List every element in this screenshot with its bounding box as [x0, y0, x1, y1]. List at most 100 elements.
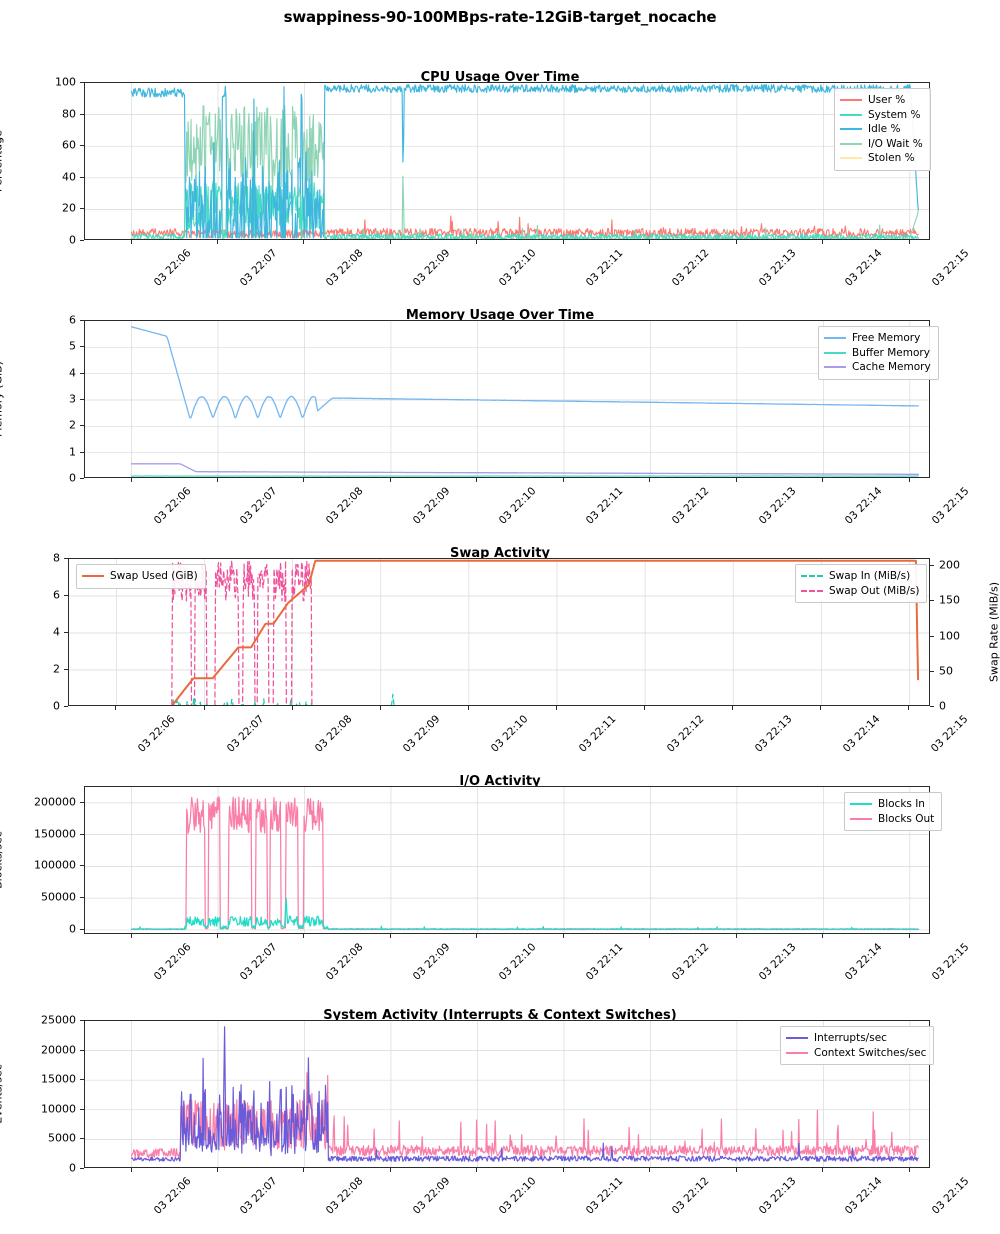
x-tick-mark: [822, 240, 824, 244]
x-tick-mark: [562, 240, 564, 244]
y-tick-mark: [80, 82, 84, 83]
legend-entry[interactable]: Context Switches/sec: [786, 1046, 926, 1061]
plot-area-0: [84, 82, 930, 240]
legend-1[interactable]: Free Memory Buffer Memory Cache Memory: [818, 326, 939, 380]
y2-tick-label: 50: [939, 664, 953, 678]
legend-swatch: [840, 142, 862, 145]
legend-entry[interactable]: Swap Out (MiB/s): [801, 584, 919, 599]
legend-0[interactable]: User % System % Idle % I/O Wait % Stolen %: [834, 88, 931, 171]
x-tick-mark: [291, 706, 293, 710]
y2-tick-label: 200: [939, 558, 960, 572]
legend-swatch: [824, 351, 846, 354]
x-tick-mark: [735, 1168, 737, 1172]
x-tick-mark: [130, 1168, 132, 1172]
y-tick-label: 15000: [41, 1072, 76, 1086]
legend-3[interactable]: Blocks In Blocks Out: [844, 792, 943, 831]
x-tick-mark: [476, 934, 478, 938]
legend-entry[interactable]: System %: [840, 108, 923, 123]
y-tick-mark: [80, 425, 84, 427]
y-tick-label: 5: [69, 339, 76, 353]
legend-label: Stolen %: [868, 152, 915, 164]
legend-label: Blocks Out: [878, 812, 935, 825]
legend-label: Idle %: [868, 123, 901, 135]
legend-swatch: [801, 589, 823, 592]
y-tick-mark: [80, 1138, 84, 1140]
y-tick-label: 8: [53, 551, 60, 565]
legend-label: User %: [868, 94, 906, 106]
plot-area-2: [68, 558, 930, 706]
legend-swatch: [824, 337, 846, 340]
chart-title-0: CPU Usage Over Time: [420, 70, 580, 85]
x-tick-mark: [379, 706, 381, 710]
y-tick-label: 100000: [34, 858, 76, 872]
x-tick-mark: [130, 934, 132, 938]
y-tick-mark: [80, 1168, 84, 1169]
plot-area-3: [84, 786, 930, 934]
y-tick-mark: [80, 451, 84, 453]
y-tick-mark: [80, 240, 84, 241]
x-tick-mark: [649, 240, 651, 244]
legend-entry[interactable]: I/O Wait %: [840, 137, 923, 152]
x-tick-mark: [649, 934, 651, 938]
legend-entry[interactable]: Free Memory: [824, 331, 931, 346]
legend-4[interactable]: Interrupts/sec Context Switches/sec: [780, 1026, 935, 1065]
x-tick-mark: [303, 240, 305, 244]
y-tick-mark: [80, 113, 84, 115]
y-tick-label: 20000: [41, 1043, 76, 1057]
legend-entry[interactable]: Swap In (MiB/s): [801, 569, 919, 584]
legend-swatch: [840, 113, 862, 116]
chart-title-3: I/O Activity: [459, 774, 541, 789]
y-tick-mark: [80, 865, 84, 867]
y-tick-mark: [80, 1108, 84, 1110]
y2-tick-mark: [930, 635, 934, 637]
y-tick-label: 5000: [48, 1131, 76, 1145]
y-tick-label: 2: [69, 418, 76, 432]
chart-title-1: Memory Usage Over Time: [405, 308, 595, 323]
legend-swap-rate[interactable]: Swap In (MiB/s) Swap Out (MiB/s): [795, 564, 928, 603]
x-tick-mark: [476, 240, 478, 244]
y-tick-mark: [80, 145, 84, 147]
legend-swatch: [850, 803, 872, 806]
y-tick-label: 25000: [41, 1013, 76, 1027]
y-tick-label: 10000: [41, 1102, 76, 1116]
x-tick-mark: [217, 934, 218, 938]
y-tick-label: 0: [69, 233, 76, 247]
figure-title: swappiness-90-100MBps-rate-12GiB-target_…: [283, 8, 717, 26]
y2-tick-mark: [930, 670, 934, 672]
legend-entry[interactable]: User %: [840, 93, 923, 108]
x-tick-mark: [908, 1168, 910, 1172]
x-tick-mark: [822, 934, 824, 938]
legend-label: Swap In (MiB/s): [829, 570, 911, 582]
x-tick-label: 03 22:11: [583, 1175, 626, 1217]
legend-label: System %: [868, 108, 921, 121]
legend-entry[interactable]: Interrupts/sec: [786, 1031, 926, 1046]
y-tick-label: 0: [69, 1161, 76, 1175]
x-tick-mark: [476, 478, 478, 482]
y-tick-mark: [64, 595, 68, 596]
chart-title-4: System Activity (Interrupts & Context Sw…: [323, 1008, 677, 1023]
x-tick-mark: [735, 240, 737, 244]
legend-entry[interactable]: Idle %: [840, 122, 923, 137]
x-tick-mark: [735, 934, 737, 938]
legend-entry[interactable]: Blocks In: [850, 797, 934, 812]
legend-entry[interactable]: Stolen %: [840, 151, 923, 166]
y-tick-label: 20: [62, 201, 76, 215]
y-tick-label: 4: [53, 625, 60, 639]
legend-swatch: [850, 817, 872, 820]
x-tick-mark: [130, 478, 132, 482]
x-tick-mark: [303, 1168, 305, 1172]
y-tick-label: 100: [55, 75, 76, 89]
legend-swap-used[interactable]: Swap Used (GiB): [76, 564, 206, 589]
legend-entry[interactable]: Blocks Out: [850, 812, 934, 827]
legend-entry[interactable]: Swap Used (GiB): [82, 569, 198, 584]
x-tick-mark: [562, 478, 564, 482]
legend-entry[interactable]: Buffer Memory: [824, 346, 931, 361]
x-tick-mark: [649, 478, 651, 482]
x-tick-mark: [303, 478, 305, 482]
legend-entry[interactable]: Cache Memory: [824, 360, 931, 375]
y-tick-mark: [80, 478, 84, 479]
